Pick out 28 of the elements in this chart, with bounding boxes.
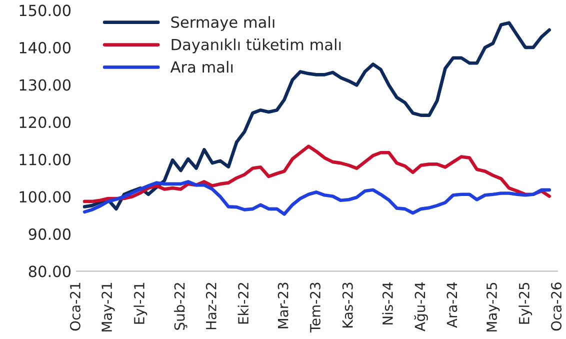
x-tick-label: May-21: [102, 282, 115, 332]
y-tick-label: 130.00: [20, 79, 71, 91]
y-tick-label: 100.00: [20, 191, 71, 203]
y-tick-label: 140.00: [20, 42, 71, 54]
line-series: [82, 144, 552, 204]
legend-label: Ara malı: [170, 60, 233, 73]
x-tick-label: Eyl-25: [518, 282, 532, 324]
y-tick-label: 110.00: [20, 154, 71, 166]
x-tick-label: Ağu-24: [414, 282, 428, 332]
legend-label: Sermaye malı: [171, 16, 274, 31]
x-tick-label: Şub-22: [174, 283, 188, 330]
y-tick-label: 120.00: [20, 116, 71, 128]
x-tick-label: Ara-24: [446, 282, 458, 328]
x-tick-label: Kas-23: [342, 282, 353, 328]
x-tick-label: Oca-26: [551, 282, 562, 331]
y-tick-label: 90.00: [28, 228, 71, 240]
y-tick-label: 150.00: [20, 4, 71, 16]
x-tick-label: Haz-22: [206, 283, 216, 330]
x-tick-label: May-25: [486, 282, 500, 332]
x-tick-label: Tem-23: [310, 282, 320, 333]
x-tick-label: Mar-23: [278, 282, 288, 328]
x-tick-label: Eyl-21: [134, 282, 148, 324]
x-tick-label: Oca-21: [70, 282, 80, 331]
x-tick-label: Nis-24: [382, 282, 393, 324]
y-tick-label: 80.00: [28, 266, 71, 278]
x-tick-label: Eki-22: [238, 283, 248, 324]
legend-label: Dayanıklı tüketim malı: [172, 38, 341, 54]
line-series: [82, 180, 552, 216]
